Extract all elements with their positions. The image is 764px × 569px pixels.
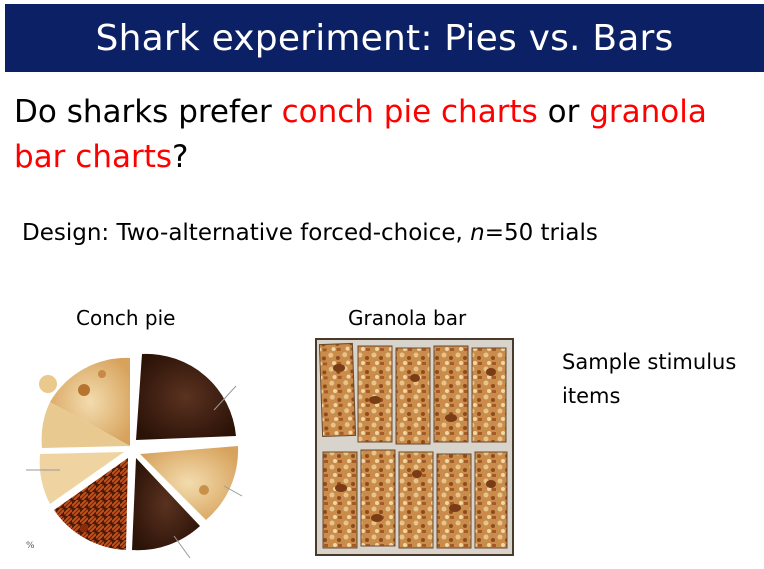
design-description: Design: Two-alternative forced-choice, n… [22, 220, 598, 246]
question-suffix: ? [172, 139, 189, 175]
title-bar: Shark experiment: Pies vs. Bars [5, 4, 764, 72]
research-question: Do sharks prefer conch pie charts or gra… [14, 90, 754, 180]
sample-caption: Sample stimulus items [562, 345, 736, 413]
pie-annotation: % [26, 541, 35, 551]
option-conch-pie: conch pie charts [281, 94, 538, 130]
granola-bar-image [315, 338, 514, 556]
granola-bar-label: Granola bar [348, 306, 467, 330]
slide-title: Shark experiment: Pies vs. Bars [95, 17, 674, 59]
conch-pie-image: % [24, 340, 246, 560]
question-prefix: Do sharks prefer [14, 94, 282, 130]
design-suffix: =50 trials [484, 220, 598, 246]
option-granola-bar: granola bar charts [14, 94, 707, 175]
question-middle: or [537, 94, 590, 130]
design-prefix: Design: Two-alternative forced-choice, [22, 220, 471, 246]
conch-pie-label: Conch pie [76, 306, 176, 330]
sample-caption-line1: Sample stimulus [562, 350, 737, 374]
sample-caption-line2: items [562, 384, 621, 408]
n-symbol: n [470, 220, 485, 246]
